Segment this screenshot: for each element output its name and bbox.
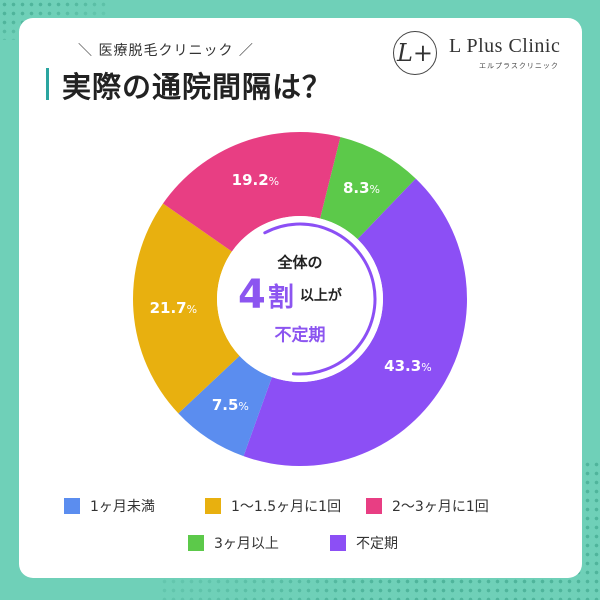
donut-segment xyxy=(243,178,467,466)
center-big-number: 4 xyxy=(238,272,266,318)
title-accent-bar xyxy=(46,68,49,100)
donut-segment xyxy=(178,355,272,457)
legend-item: 1ヶ月未満 xyxy=(64,496,155,516)
legend-swatch-icon xyxy=(366,498,382,514)
legend-swatch-icon xyxy=(205,498,221,514)
legend-item: 不定期 xyxy=(330,533,398,553)
subtitle: ＼ 医療脱毛クリニック ／ xyxy=(78,43,254,59)
legend-item: 1〜1.5ヶ月に1回 xyxy=(205,496,341,516)
legend-label: 3ヶ月以上 xyxy=(214,536,279,552)
donut-segment xyxy=(320,136,416,240)
legend-item: 2〜3ヶ月に1回 xyxy=(366,496,489,516)
donut-segment xyxy=(163,132,341,252)
segment-value-label: 43.3% xyxy=(384,356,432,375)
center-line-3: 不定期 xyxy=(274,325,326,346)
legend-swatch-icon xyxy=(64,498,80,514)
legend-label: 1ヶ月未満 xyxy=(90,499,155,515)
logo-mark-icon: L+ xyxy=(393,31,437,75)
legend-label: 2〜3ヶ月に1回 xyxy=(392,499,489,515)
legend-swatch-icon xyxy=(330,535,346,551)
legend-swatch-icon xyxy=(188,535,204,551)
segment-value-label: 8.3% xyxy=(342,178,380,197)
legend-label: 1〜1.5ヶ月に1回 xyxy=(231,499,342,515)
donut-hole xyxy=(217,216,383,382)
center-line-2: 4割 以上が xyxy=(238,272,342,318)
page-title: 実際の通院間隔は？ xyxy=(62,70,333,104)
clinic-logo: L+ L Plus Clinic エルプラスクリニック xyxy=(393,31,583,79)
legend-label: 不定期 xyxy=(356,536,398,552)
segment-value-label: 7.5% xyxy=(211,396,249,415)
decorative-arc xyxy=(263,222,377,376)
logo-name: L Plus Clinic xyxy=(449,35,561,57)
legend-item: 3ヶ月以上 xyxy=(188,533,279,553)
logo-kana: エルプラスクリニック xyxy=(479,62,559,70)
segment-value-label: 19.2% xyxy=(231,171,280,190)
center-unit: 割 xyxy=(267,282,294,313)
segment-value-label: 21.7% xyxy=(149,299,198,318)
center-line-1: 全体の xyxy=(277,253,323,272)
center-suffix: 以上が xyxy=(299,288,342,304)
donut-segment xyxy=(133,203,240,414)
